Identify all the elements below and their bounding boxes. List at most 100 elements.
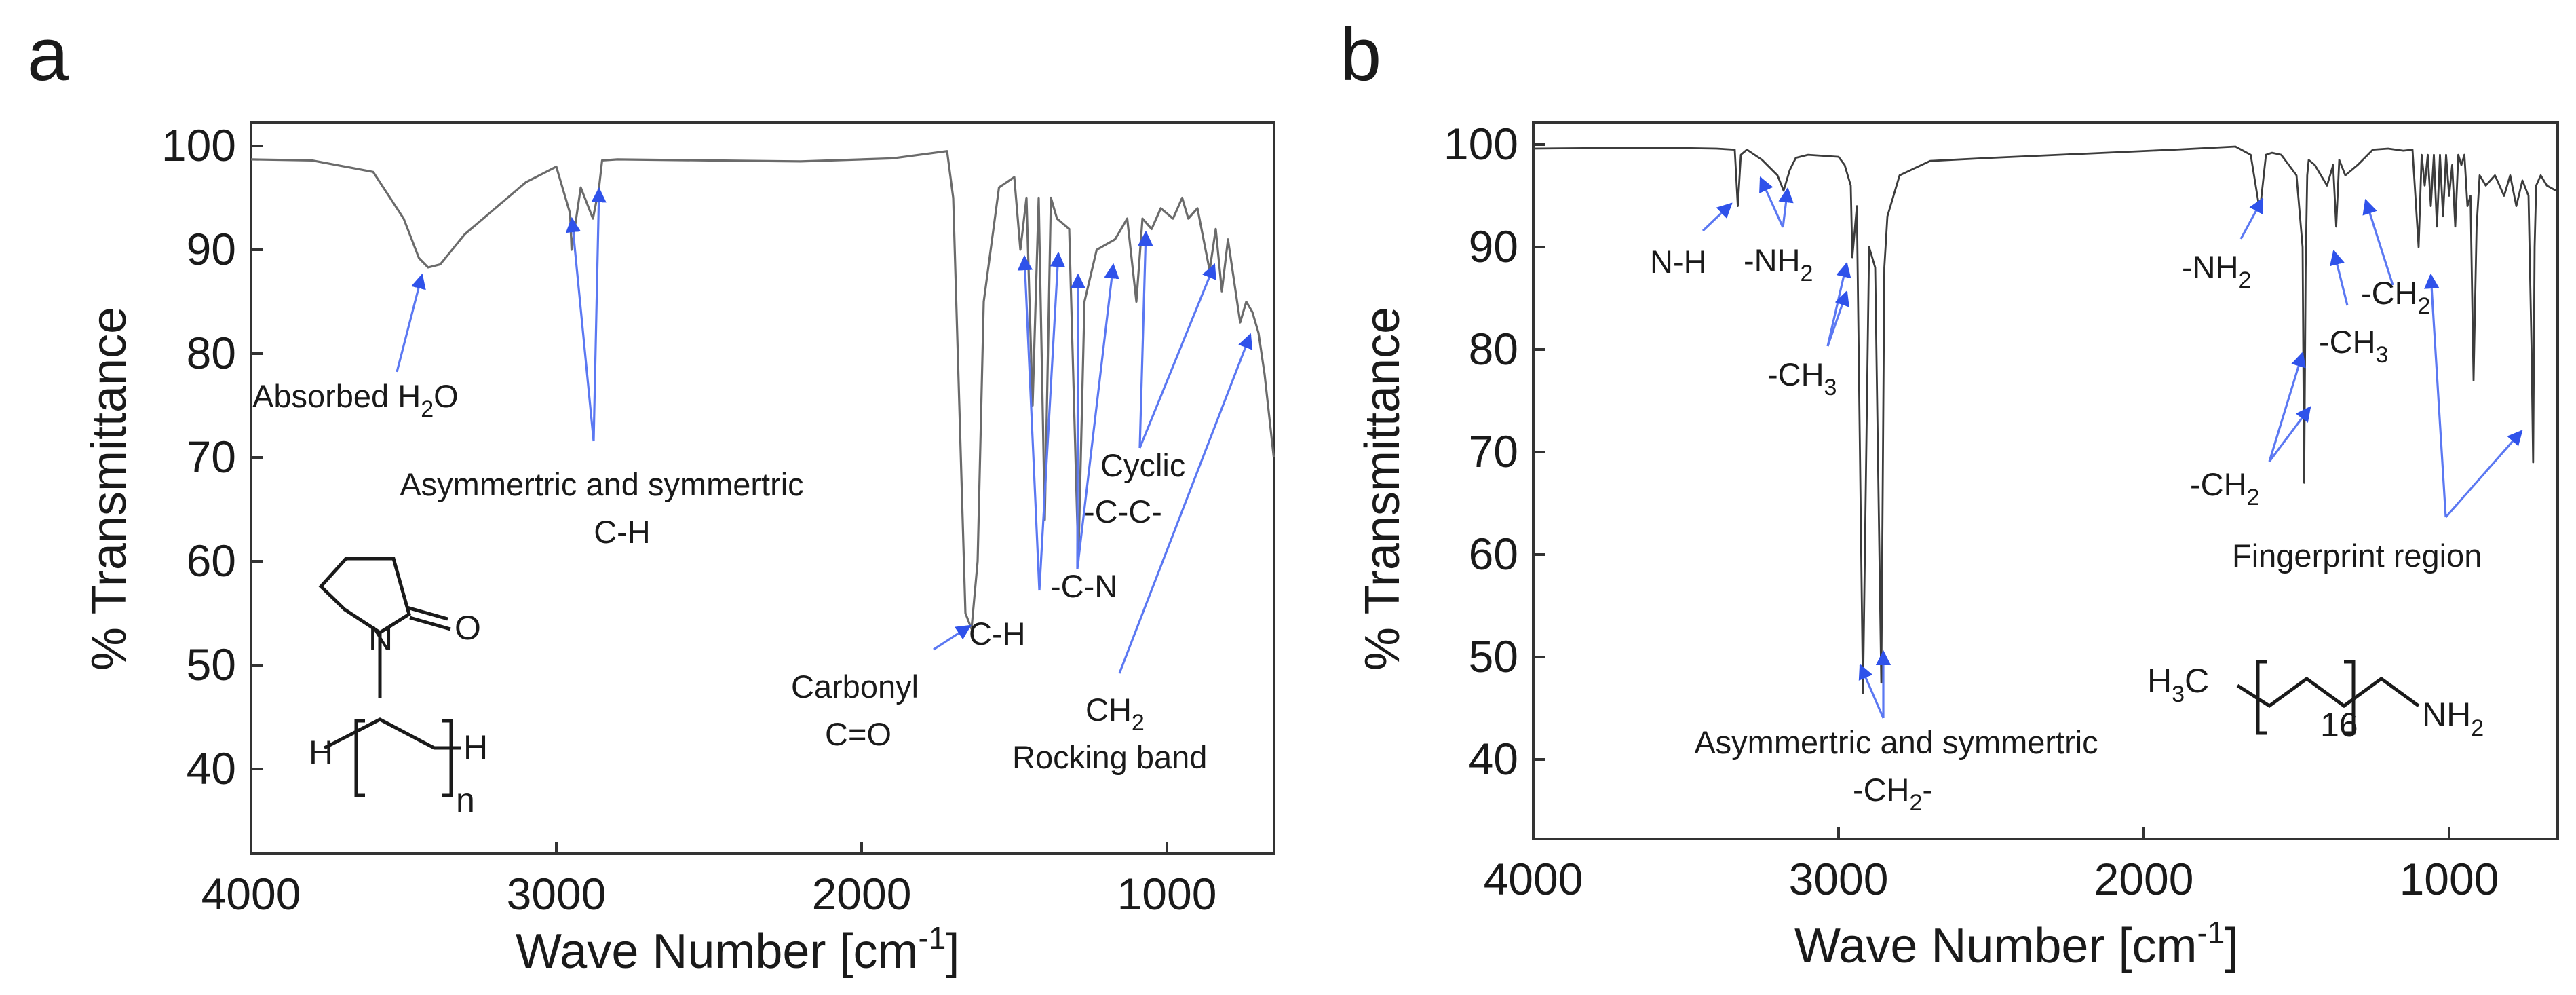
pvp-h-right: H (463, 728, 488, 766)
panel-b-x-axis-title: Wave Number [cm-1] (1794, 915, 2238, 973)
oda-h3c: H3C (2147, 662, 2209, 707)
panel-a-ytick-70: 70 (187, 432, 236, 482)
arrow-ch2-rocking (1118, 333, 1253, 674)
pvp-h-left: H (309, 734, 333, 772)
panel-a-ytick-40: 40 (187, 743, 236, 793)
panel-a-ytick-90: 90 (187, 224, 236, 274)
pvp-structure: N O H H n (309, 557, 488, 819)
panel-a-ytick-100: 100 (161, 120, 236, 170)
oda-bracket-left (2256, 660, 2267, 735)
label-asym-ch2-line2: -CH2- (1853, 772, 1933, 816)
label-ch2: CH2 (1085, 692, 1145, 736)
pvp-bracket-left (354, 719, 365, 797)
label-ch-bend: C-H (969, 616, 1026, 652)
pvp-chain (323, 717, 461, 750)
arrow-ch-bend-2 (1038, 251, 1066, 591)
label-cyclic-line1: Cyclic (1100, 447, 1185, 483)
oda-nh2: NH2 (2422, 696, 2484, 741)
label-carbonyl-line1: Carbonyl (791, 669, 919, 705)
panel-a-ytick-80: 80 (187, 328, 236, 378)
panel-a-xtick-3000: 3000 (507, 869, 607, 919)
panel-b-xtick-1000: 1000 (2400, 854, 2499, 904)
panel-a-spectrum-line (250, 150, 1275, 631)
label-cyclic-line2: -C-C- (1084, 493, 1162, 529)
panel-b-ytick-100: 100 (1444, 119, 1518, 169)
label-fingerprint: Fingerprint region (2232, 538, 2482, 574)
panel-b-xtick-2000: 2000 (2094, 854, 2194, 904)
panel-a-xtick-4000: 4000 (201, 869, 301, 919)
panel-a-y-axis-title: % Transmittance (82, 307, 136, 671)
arrow-absorbed-water (396, 273, 426, 373)
panel-a: a 100 90 80 70 60 50 40 4000 3000 2000 1… (27, 13, 1275, 979)
oda-bracket-right (2344, 660, 2356, 735)
panel-a-xtick-2000: 2000 (812, 869, 912, 919)
pvp-ring (318, 557, 411, 635)
panel-a-y-tick-labels: 100 90 80 70 60 50 40 (161, 120, 236, 793)
panel-b-xtick-4000: 4000 (1484, 854, 1583, 904)
panel-b-ytick-70: 70 (1469, 426, 1518, 476)
arrow-cn-2 (1076, 263, 1119, 569)
label-nh2-b: -NH2 (2182, 249, 2251, 293)
panel-b-y-tick-labels: 100 90 80 70 60 50 40 (1444, 119, 1518, 784)
pvp-carbonyl-bond-1 (406, 605, 448, 621)
arrow-ch-bend-1 (1017, 255, 1041, 591)
arrow-cyclic-2 (1138, 263, 1216, 449)
arrow-carbonyl (933, 624, 972, 651)
arrow-ch2-b (2362, 198, 2394, 286)
panel-b-plot-frame (1532, 121, 2559, 840)
panel-a-x-tick-labels: 4000 3000 2000 1000 (201, 869, 1217, 919)
label-ch-stretch-line2: C-H (594, 514, 651, 550)
oda-repeat-count: 16 (2320, 706, 2358, 744)
octadecylamine-structure: H3C 16 NH2 (2147, 660, 2484, 744)
pvp-carbonyl-bond-2 (409, 616, 451, 631)
panel-a-xtick-1000: 1000 (1117, 869, 1217, 919)
arrow-nh (1702, 202, 1733, 232)
label-rocking-band: Rocking band (1012, 739, 1207, 775)
arrow-asym-ch2-1 (1858, 663, 1885, 719)
panel-b-ytick-40: 40 (1469, 734, 1518, 784)
label-absorbed-water: Absorbed H2O (252, 378, 459, 422)
arrow-ch2-a-1 (2268, 351, 2306, 462)
panel-a-ytick-60: 60 (187, 536, 236, 586)
panel-b-ytick-80: 80 (1469, 324, 1518, 374)
panel-b-xtick-3000: 3000 (1789, 854, 1889, 904)
label-nh: N-H (1650, 244, 1707, 280)
panel-b-ytick-90: 90 (1469, 221, 1518, 271)
oda-chain (2236, 676, 2420, 709)
arrow-fingerprint-1 (2424, 273, 2447, 518)
arrow-nh2-a-2 (1778, 187, 1794, 228)
arrow-ch3-a-2 (1826, 290, 1849, 347)
label-ch3-a: -CH3 (1767, 356, 1837, 400)
panel-a-plot-frame (250, 121, 1275, 855)
panel-b-ytick-60: 60 (1469, 529, 1518, 579)
pvp-bracket-right (442, 719, 453, 797)
arrow-cn-1 (1070, 273, 1086, 569)
panel-b-ytick-50: 50 (1469, 631, 1518, 681)
panel-a-ytick-50: 50 (187, 639, 236, 690)
pvp-o-label: O (455, 609, 481, 647)
label-nh2-a: -NH2 (1744, 242, 1813, 286)
arrow-cyclic-1 (1138, 230, 1153, 449)
label-cn: -C-N (1050, 568, 1117, 604)
arrow-nh2-b (2239, 198, 2264, 240)
label-ch2-a: -CH2 (2190, 466, 2259, 510)
panel-b-y-axis-title: % Transmittance (1356, 307, 1410, 671)
arrow-ch3-a-1 (1826, 261, 1851, 347)
panel-b-x-tick-labels: 4000 3000 2000 1000 (1484, 854, 2499, 904)
arrow-fingerprint-2 (2444, 430, 2523, 519)
label-ch2-b: -CH2 (2361, 275, 2430, 319)
label-carbonyl-line2: C=O (825, 716, 891, 752)
arrow-ch2-a-2 (2268, 406, 2311, 462)
panel-b-letter: b (1340, 13, 1381, 96)
pvp-n-label: N (368, 620, 393, 658)
label-ch3-b: -CH3 (2319, 324, 2388, 368)
panel-b: b 100 90 80 70 60 50 40 4000 3000 2000 1… (1340, 13, 2559, 973)
arrow-ch-sym (591, 187, 607, 442)
arrow-ch3-b (2330, 249, 2349, 306)
panel-a-x-axis-title: Wave Number [cm-1] (516, 920, 959, 979)
label-ch-stretch-line1: Asymmertric and symmertric (400, 466, 803, 502)
panel-b-spectrum-line (1533, 145, 2557, 694)
label-asym-ch2-line1: Asymmertric and symmertric (1694, 724, 2098, 760)
panel-a-ticks (250, 145, 1168, 854)
